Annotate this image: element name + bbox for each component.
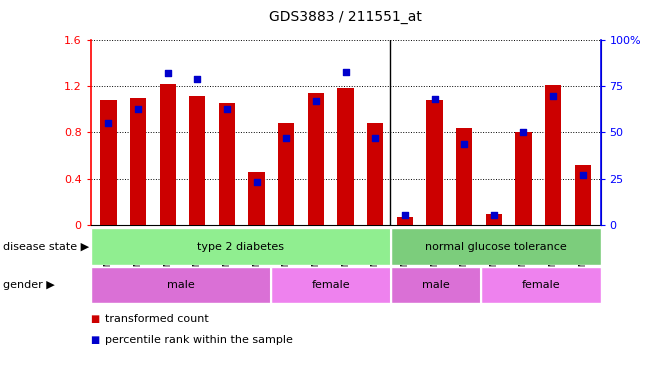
Point — [548, 93, 558, 99]
Text: normal glucose tolerance: normal glucose tolerance — [425, 242, 566, 252]
Point — [488, 212, 499, 218]
Point — [399, 212, 410, 218]
Point — [103, 120, 114, 126]
Text: percentile rank within the sample: percentile rank within the sample — [105, 335, 293, 345]
Text: female: female — [311, 280, 350, 290]
Bar — [515, 132, 531, 225]
Bar — [91, 267, 270, 303]
Point — [162, 70, 173, 76]
Point — [518, 129, 529, 136]
Point — [340, 69, 351, 75]
Text: disease state ▶: disease state ▶ — [3, 242, 89, 252]
Bar — [278, 123, 295, 225]
Bar — [397, 217, 413, 225]
Point — [192, 76, 203, 82]
Text: female: female — [521, 280, 560, 290]
Bar — [574, 165, 591, 225]
Point — [429, 96, 440, 103]
Point — [577, 172, 588, 178]
Bar — [189, 96, 205, 225]
Bar — [480, 267, 601, 303]
Bar — [91, 228, 391, 265]
Bar — [219, 103, 235, 225]
Bar — [426, 100, 443, 225]
Bar — [270, 267, 391, 303]
Point — [370, 135, 380, 141]
Point — [133, 106, 144, 112]
Text: type 2 diabetes: type 2 diabetes — [197, 242, 284, 252]
Bar — [545, 85, 561, 225]
Text: GDS3883 / 211551_at: GDS3883 / 211551_at — [269, 10, 422, 23]
Bar — [456, 128, 472, 225]
Point — [311, 98, 321, 104]
Text: gender ▶: gender ▶ — [3, 280, 55, 290]
Text: ■: ■ — [91, 314, 100, 324]
Point — [251, 179, 262, 185]
Bar — [248, 172, 265, 225]
Bar — [130, 98, 146, 225]
Bar — [338, 88, 354, 225]
Text: transformed count: transformed count — [105, 314, 209, 324]
Text: male: male — [421, 280, 450, 290]
Bar — [486, 214, 502, 225]
Text: male: male — [166, 280, 195, 290]
Bar — [308, 93, 324, 225]
Bar — [391, 228, 601, 265]
Bar — [100, 100, 117, 225]
Bar — [367, 123, 383, 225]
Point — [281, 135, 292, 141]
Bar — [160, 84, 176, 225]
Bar — [391, 267, 480, 303]
Point — [221, 106, 232, 112]
Text: ■: ■ — [91, 335, 100, 345]
Point — [459, 141, 470, 147]
